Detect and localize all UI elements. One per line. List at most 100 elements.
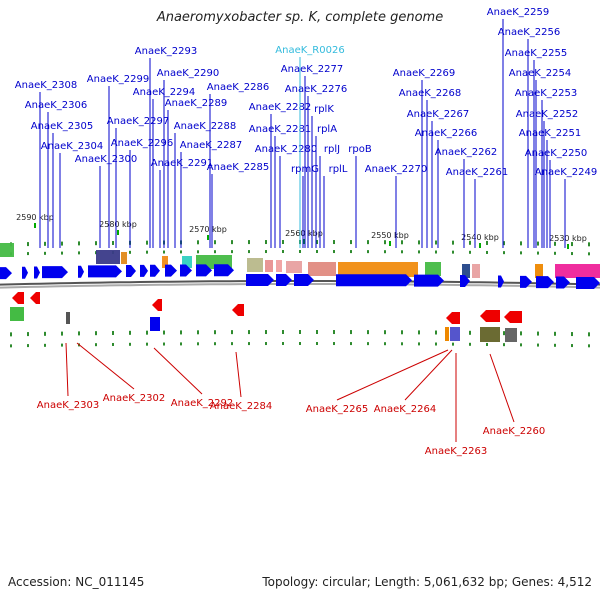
scale-dot bbox=[469, 240, 471, 245]
kbp-tick-label: 2540 kbp bbox=[461, 233, 499, 242]
scale-dot bbox=[418, 240, 420, 245]
scale-dot bbox=[367, 240, 369, 245]
scale-dot bbox=[418, 250, 420, 254]
forward-gene-label: AnaeK_2304 bbox=[41, 141, 103, 152]
forward-gene-label: AnaeK_2266 bbox=[415, 128, 477, 139]
scale-dot bbox=[316, 250, 318, 254]
scale-dot bbox=[197, 250, 199, 254]
forward-gene-label: AnaeK_2297 bbox=[107, 116, 169, 127]
forward-gene-label: AnaeK_2277 bbox=[281, 64, 343, 75]
forward-gene-label: AnaeK_2268 bbox=[399, 88, 461, 99]
scale-dot bbox=[435, 342, 437, 346]
forward-gene-label: AnaeK_2308 bbox=[15, 80, 77, 91]
scale-dot bbox=[61, 343, 63, 347]
forward-gene-label: AnaeK_2289 bbox=[165, 98, 227, 109]
reverse-gene-label: AnaeK_2284 bbox=[210, 401, 272, 412]
scale-dot bbox=[265, 330, 267, 335]
kbp-tick-label: 2590 kbp bbox=[16, 213, 54, 222]
feature-box bbox=[0, 243, 14, 257]
reverse-label-leader bbox=[153, 347, 203, 395]
scale-dot bbox=[401, 240, 403, 245]
scale-dot bbox=[554, 241, 556, 246]
reverse-feature-box bbox=[450, 327, 460, 341]
forward-gene-label: AnaeK_2269 bbox=[393, 68, 455, 79]
reverse-gene-arrow bbox=[232, 304, 244, 316]
reverse-gene-label: AnaeK_2292 bbox=[171, 398, 233, 409]
scale-dot bbox=[27, 252, 29, 256]
forward-gene-arrow bbox=[88, 265, 122, 278]
scale-dot bbox=[316, 342, 318, 346]
forward-gene-label: rpmG bbox=[291, 164, 319, 175]
reverse-label-leader bbox=[235, 351, 242, 398]
scale-dot bbox=[571, 344, 573, 348]
scale-dot bbox=[486, 342, 488, 346]
forward-gene-label: AnaeK_2281 bbox=[249, 124, 311, 135]
forward-gene-label: AnaeK_2282 bbox=[249, 102, 311, 113]
feature-box bbox=[472, 264, 480, 278]
forward-gene-label: AnaeK_2291 bbox=[151, 158, 213, 169]
forward-gene-label: AnaeK_2262 bbox=[435, 147, 497, 158]
scale-dot bbox=[588, 252, 590, 256]
forward-gene-arrow bbox=[180, 264, 192, 277]
scale-dot bbox=[571, 252, 573, 256]
feature-box bbox=[265, 260, 273, 272]
feature-box bbox=[535, 264, 543, 278]
forward-gene-label: AnaeK_2270 bbox=[365, 164, 427, 175]
scale-dot bbox=[95, 331, 97, 336]
scale-dot bbox=[537, 331, 539, 336]
forward-gene-arrow bbox=[246, 274, 274, 287]
accession-caption: Accession: bbox=[8, 575, 72, 589]
scale-dot bbox=[248, 240, 250, 245]
scale-dot bbox=[469, 342, 471, 346]
scale-dot bbox=[401, 250, 403, 254]
scale-dot bbox=[248, 250, 250, 254]
scale-dot bbox=[571, 242, 573, 247]
forward-gene-arrow bbox=[536, 276, 554, 289]
length-caption: Length: bbox=[374, 575, 421, 589]
feature-box bbox=[276, 260, 282, 272]
scale-dot bbox=[231, 250, 233, 254]
forward-gene-label: AnaeK_2250 bbox=[525, 148, 587, 159]
reverse-gene-arrow bbox=[480, 310, 500, 322]
forward-gene-label: rpoB bbox=[348, 144, 372, 155]
reverse-gene-label: AnaeK_2263 bbox=[425, 446, 487, 457]
forward-gene-label: AnaeK_2253 bbox=[515, 88, 577, 99]
scale-dot bbox=[537, 251, 539, 255]
feature-box bbox=[338, 262, 418, 277]
feature-box bbox=[555, 264, 600, 278]
scale-dot bbox=[78, 241, 80, 246]
feature-box bbox=[425, 262, 441, 276]
scale-dot bbox=[520, 241, 522, 246]
scale-dot bbox=[27, 344, 29, 348]
forward-gene-arrow bbox=[414, 274, 444, 287]
scale-dot bbox=[197, 330, 199, 335]
scale-dot bbox=[367, 330, 369, 335]
forward-gene-label: AnaeK_2293 bbox=[135, 46, 197, 57]
forward-gene-arrow bbox=[34, 266, 40, 279]
scale-dot bbox=[44, 251, 46, 255]
scale-dot bbox=[146, 330, 148, 335]
scale-dot bbox=[112, 342, 114, 346]
scale-dot bbox=[61, 331, 63, 336]
scale-dot bbox=[214, 250, 216, 254]
scale-dot bbox=[299, 330, 301, 335]
forward-gene-arrow bbox=[498, 275, 504, 288]
scale-dot bbox=[588, 332, 590, 337]
kbp-tick-label: 2530 kbp bbox=[549, 234, 587, 243]
scale-dot bbox=[452, 342, 454, 346]
scale-dot bbox=[537, 241, 539, 246]
scale-dot bbox=[401, 330, 403, 335]
reverse-gene-label: AnaeK_2302 bbox=[103, 393, 165, 404]
feature-box bbox=[182, 256, 192, 268]
scale-dot bbox=[299, 342, 301, 346]
forward-gene-label: rplA bbox=[317, 124, 337, 135]
scale-dot bbox=[44, 343, 46, 347]
reverse-gene-arrow bbox=[12, 292, 24, 304]
scale-dot bbox=[350, 250, 352, 254]
scale-dot bbox=[333, 330, 335, 335]
forward-gene-arrow bbox=[336, 274, 412, 287]
scale-dot bbox=[231, 240, 233, 245]
scale-dot bbox=[95, 343, 97, 347]
scale-dot bbox=[231, 342, 233, 346]
